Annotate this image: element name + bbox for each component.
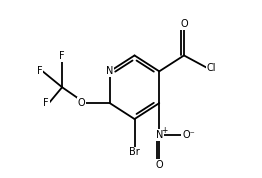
Text: Br: Br (129, 147, 140, 157)
Text: O: O (78, 98, 85, 108)
Text: N: N (106, 66, 113, 76)
Text: Cl: Cl (207, 63, 216, 73)
Text: F: F (43, 98, 49, 108)
Text: O: O (180, 19, 188, 29)
Text: O: O (155, 160, 163, 170)
Text: F: F (59, 51, 65, 61)
Text: O⁻: O⁻ (182, 130, 195, 140)
Text: F: F (37, 66, 43, 76)
Text: +: + (161, 126, 168, 135)
Text: N: N (156, 130, 163, 140)
